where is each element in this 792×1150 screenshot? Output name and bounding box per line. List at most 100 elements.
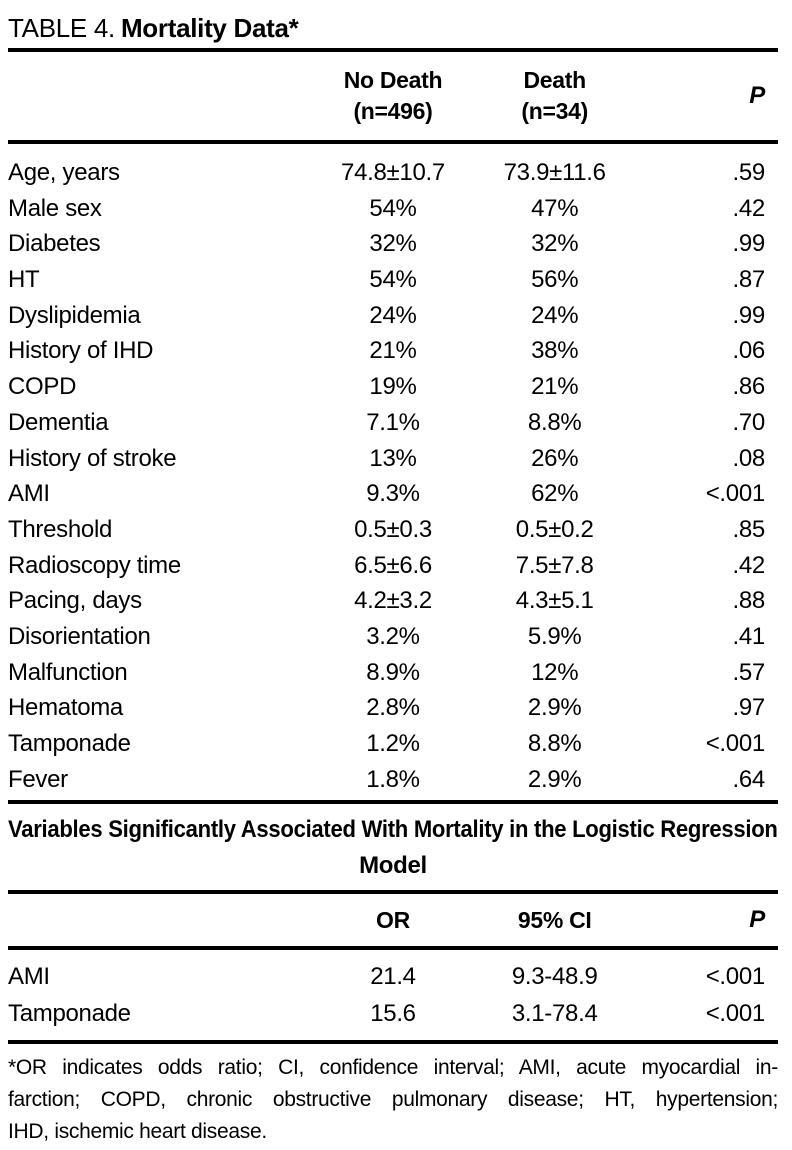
table-row: History of stroke 13% 26% .08	[8, 441, 778, 477]
table-row: AMI 21.4 9.3-48.9 <.001	[8, 958, 778, 995]
cell-p: .99	[732, 230, 765, 258]
cell-p: .42	[732, 551, 765, 579]
cell-or: 21.4	[370, 963, 416, 991]
cell-p: <.001	[705, 730, 766, 757]
cell-death: 38%	[531, 337, 579, 365]
cell-no-death: 74.8±10.7	[341, 159, 445, 186]
table2-header-row: OR 95% CI P	[8, 894, 778, 946]
table-row: COPD 19% 21% .86	[8, 369, 778, 405]
cell-no-death: 1.2%	[366, 730, 420, 757]
divider-section-title	[8, 890, 778, 895]
table-number: TABLE 4.	[8, 13, 115, 43]
cell-no-death: 13%	[369, 444, 417, 472]
cell-death: 2.9%	[527, 694, 582, 722]
table2-body: AMI 21.4 9.3-48.9 <.001 Tamponade 15.6 3.1-78…	[8, 950, 792, 1040]
cell-no-death: 2.8%	[366, 694, 420, 722]
row-label: Diabetes	[8, 230, 101, 258]
cell-p: <.001	[705, 480, 766, 508]
cell-death: 56%	[531, 266, 579, 294]
cell-p: .42	[732, 194, 765, 222]
col-header-or: OR	[376, 907, 410, 934]
table-row: Radioscopy time 6.5±6.6 7.5±7.8 .42	[8, 548, 778, 584]
table-row: History of IHD 21% 38% .06	[8, 333, 778, 369]
col-header-death-line2: (n=34)	[521, 98, 588, 124]
cell-p: .88	[732, 587, 765, 615]
cell-no-death: 54%	[369, 266, 417, 294]
table-row: Malfunction 8.9% 12% .57	[8, 655, 778, 691]
cell-p: <.001	[705, 1000, 766, 1028]
cell-death: 32%	[531, 230, 579, 258]
footnote-line: IHD, ischemic heart disease.	[8, 1120, 267, 1144]
cell-p: .86	[732, 373, 765, 401]
row-label: AMI	[8, 480, 50, 508]
cell-p: .41	[732, 622, 765, 650]
cell-death: 62%	[531, 480, 579, 508]
cell-no-death: 54%	[369, 194, 417, 222]
cell-death: 8.8%	[527, 730, 582, 757]
cell-p: .97	[732, 694, 765, 722]
divider-footnote	[8, 1040, 778, 1045]
table-row: Disorientation 3.2% 5.9% .41	[8, 619, 778, 655]
footnote-line: *OR indicates odds ratio; CI, confidence…	[8, 1056, 778, 1080]
divider-header1	[8, 140, 778, 144]
cell-ci: 9.3-48.9	[511, 963, 598, 991]
row-label: Dyslipidemia	[8, 301, 141, 329]
cell-p: <.001	[705, 963, 766, 991]
table-row: Tamponade 15.6 3.1-78.4 <.001	[8, 995, 778, 1032]
divider-table1-bottom	[8, 800, 778, 805]
cell-death: 4.3±5.1	[515, 587, 594, 615]
cell-p: .59	[732, 159, 765, 186]
row-label: Disorientation	[8, 622, 151, 650]
divider-top	[8, 48, 778, 52]
table-row: AMI 9.3% 62% <.001	[8, 476, 778, 512]
cell-p: .64	[732, 765, 765, 793]
cell-death: 21%	[531, 373, 579, 401]
footnote: *OR indicates odds ratio; CI, confidence…	[8, 1052, 778, 1148]
row-label: Tamponade	[8, 1000, 131, 1028]
cell-no-death: 32%	[369, 230, 417, 258]
table-row: Male sex 54% 47% .42	[8, 191, 778, 227]
cell-or: 15.6	[370, 1000, 416, 1028]
row-label: Male sex	[8, 194, 102, 222]
cell-p: .70	[732, 408, 765, 436]
cell-death: 47%	[531, 194, 579, 222]
col-header-p: P	[749, 906, 765, 934]
row-label: History of IHD	[8, 337, 154, 365]
cell-no-death: 7.1%	[366, 408, 420, 436]
row-label: Pacing, days	[8, 587, 142, 615]
cell-p: .99	[732, 301, 765, 329]
row-label: Dementia	[8, 408, 109, 436]
row-label: Radioscopy time	[8, 551, 181, 579]
row-label: Malfunction	[8, 658, 128, 686]
cell-p: .87	[732, 266, 765, 294]
cell-p: .08	[732, 444, 765, 472]
table-row: Tamponade 1.2% 8.8% <.001	[8, 726, 778, 762]
table-row: Pacing, days 4.2±3.2 4.3±5.1 .88	[8, 583, 778, 619]
cell-death: 8.8%	[527, 408, 582, 436]
col-header-no-death-line1: No Death	[343, 67, 443, 93]
cell-no-death: 6.5±6.6	[354, 551, 432, 579]
row-label: AMI	[8, 963, 50, 991]
row-label: Tamponade	[8, 730, 131, 757]
cell-p: .85	[732, 515, 765, 543]
row-label: History of stroke	[8, 444, 177, 472]
table1-body: Age, years 74.8±10.7 73.9±11.6 .59 Male sex…	[8, 144, 792, 800]
section-title: Variables Significantly Associated With …	[8, 804, 792, 890]
col-header-p: P	[749, 82, 765, 109]
col-header-death-line1: Death	[523, 67, 586, 93]
cell-p: .06	[732, 337, 765, 365]
cell-no-death: 3.2%	[366, 622, 420, 650]
table-row: Threshold 0.5±0.3 0.5±0.2 .85	[8, 512, 778, 548]
row-label: HT	[8, 266, 40, 294]
table1-header-row: No Death (n=496) Death (n=34) P	[8, 52, 778, 140]
cell-death: 73.9±11.6	[503, 159, 606, 186]
table-title: TABLE 4. Mortality Data*	[8, 8, 792, 48]
row-label: COPD	[8, 373, 77, 401]
cell-no-death: 9.3%	[366, 480, 420, 508]
cell-ci: 3.1-78.4	[511, 1000, 598, 1028]
cell-no-death: 8.9%	[366, 658, 420, 686]
divider-header2	[8, 946, 778, 951]
cell-no-death: 1.8%	[366, 765, 420, 793]
cell-death: 7.5±7.8	[515, 551, 594, 579]
